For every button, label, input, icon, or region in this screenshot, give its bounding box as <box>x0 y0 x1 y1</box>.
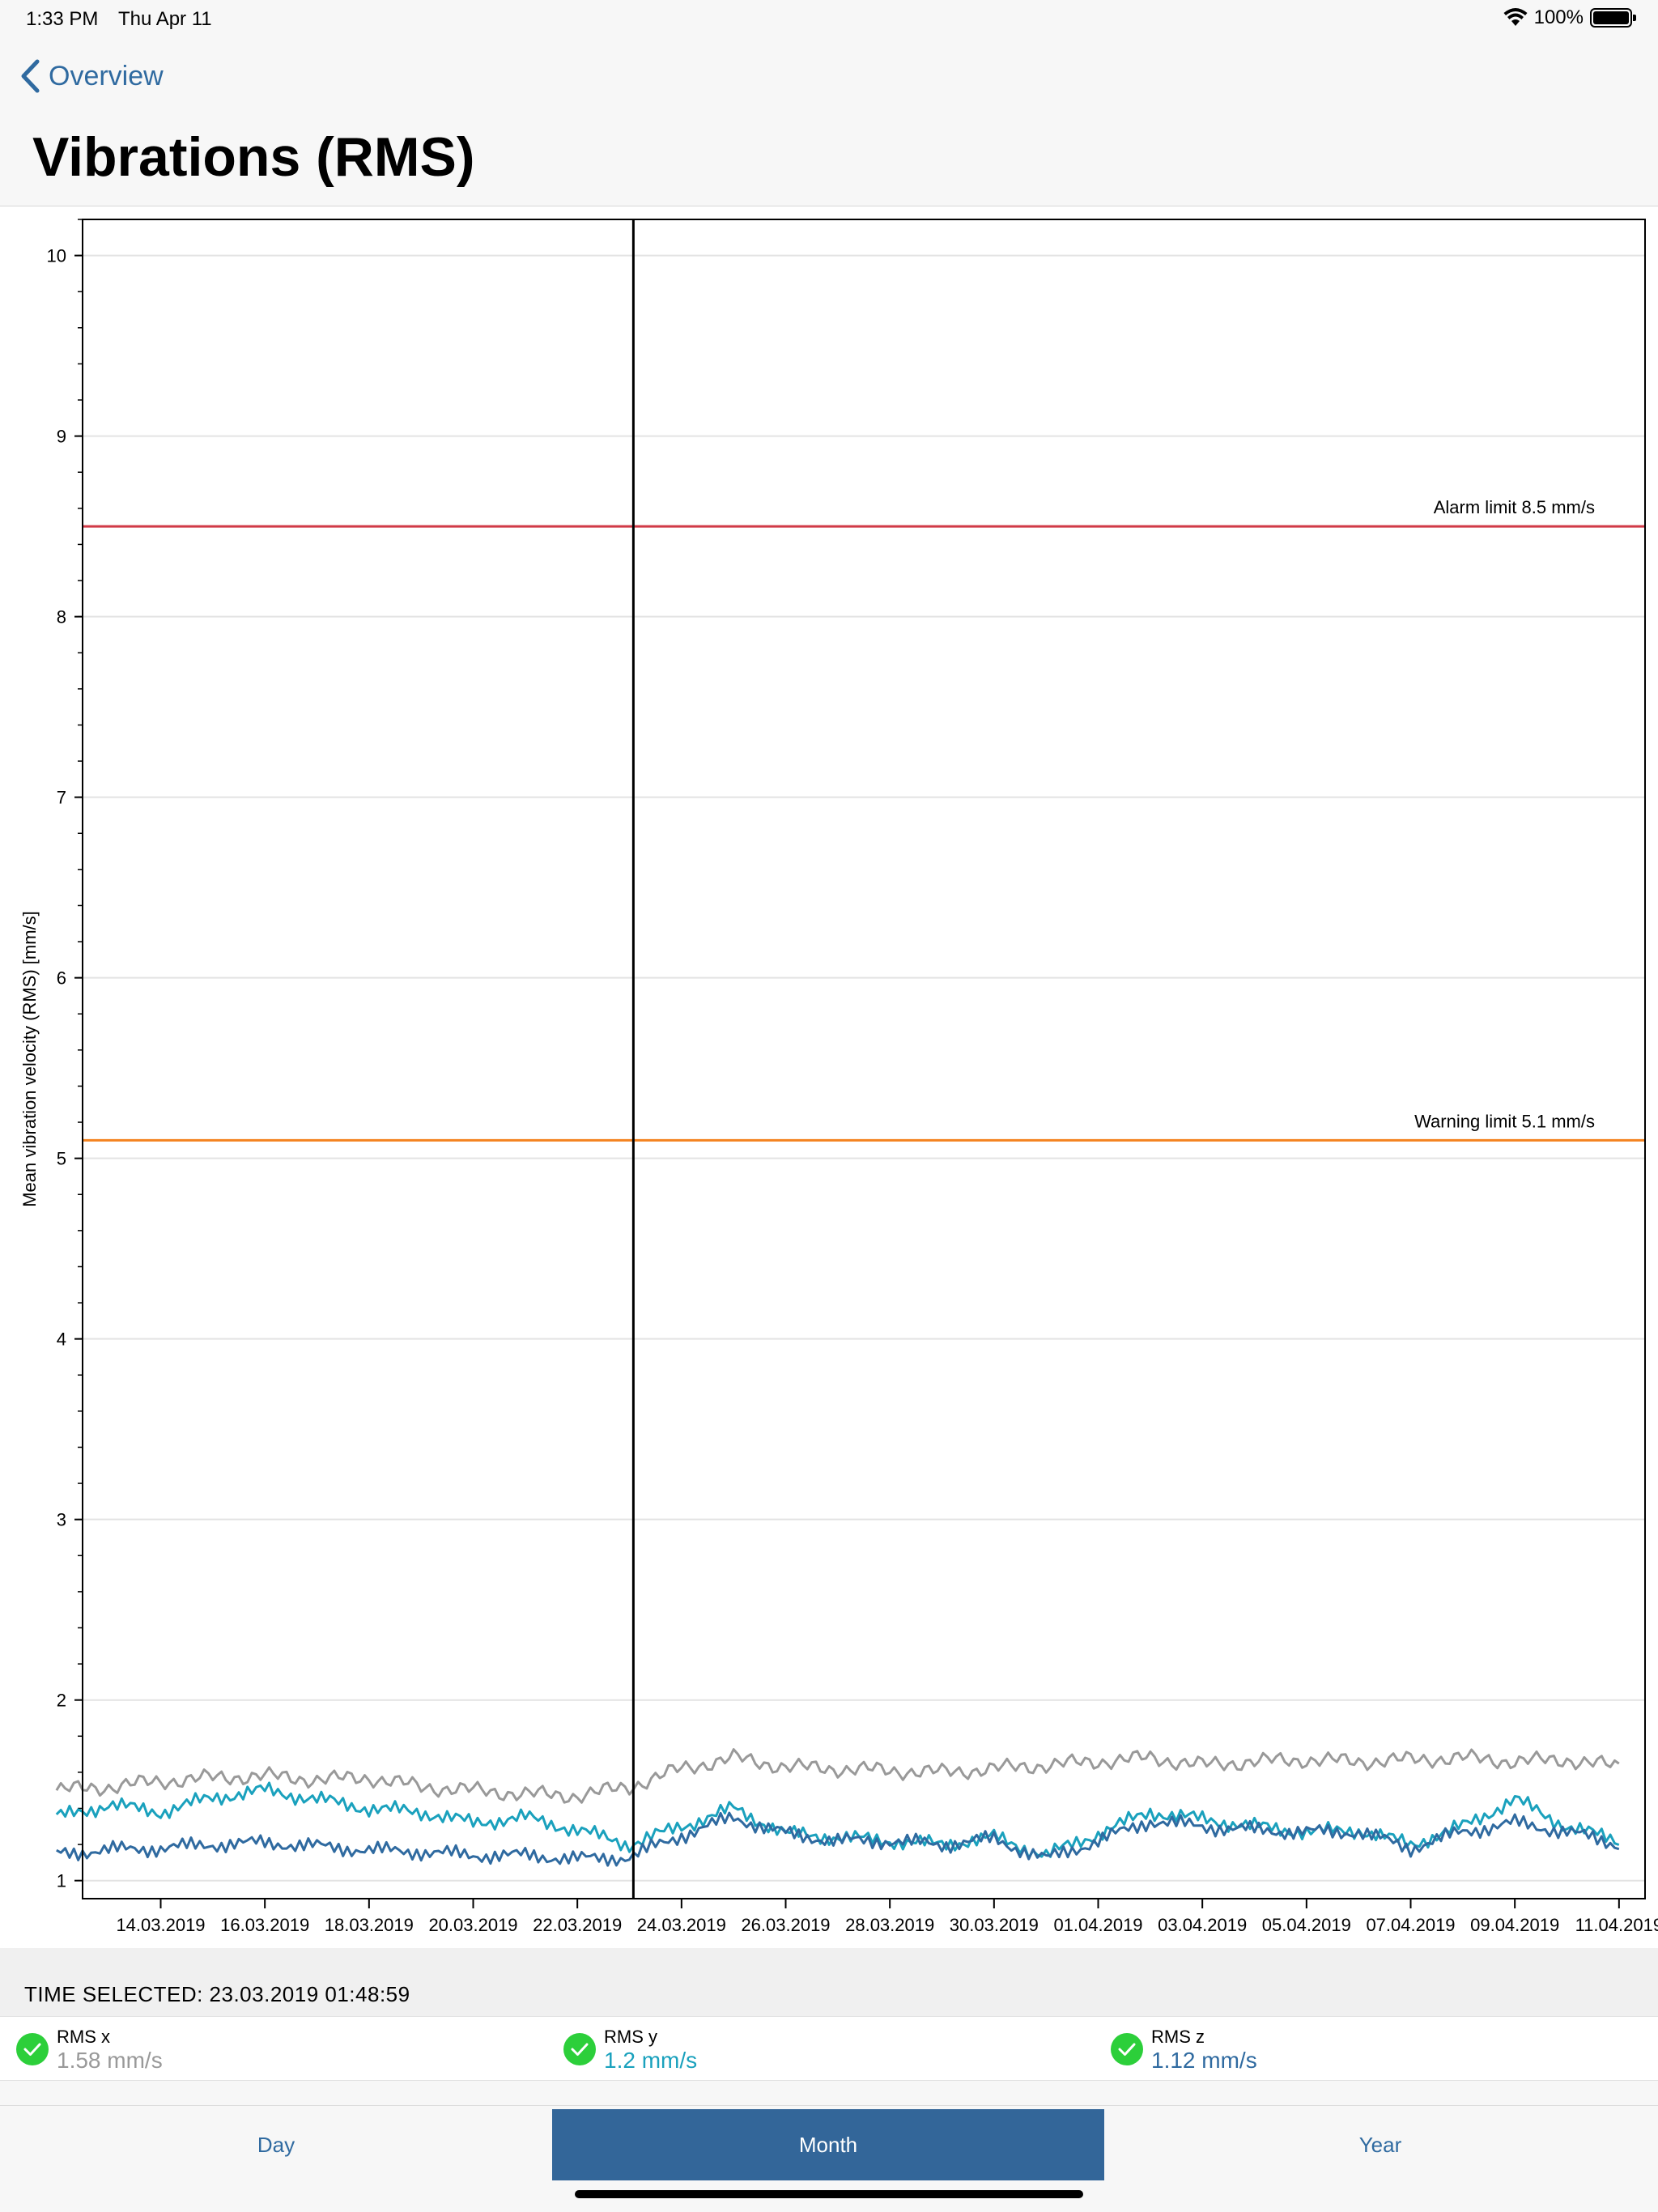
status-bar: 1:33 PM Thu Apr 11 100% <box>0 0 1658 39</box>
x-tick-label: 05.04.2019 <box>1262 1915 1351 1935</box>
channel-name: RMS y <box>604 2027 657 2047</box>
page-title: Vibrations (RMS) <box>32 126 475 188</box>
battery-icon <box>1590 8 1636 28</box>
vibration-chart[interactable]: 1 2 3 4 5 6 7 8 9 10 Mean vibration velocity (RMS)… <box>0 206 1658 1948</box>
plot-frame <box>82 219 1646 1899</box>
wifi-icon <box>1503 8 1528 26</box>
y-tick-label: 2 <box>57 1691 66 1711</box>
y-tick-label: 3 <box>57 1510 66 1530</box>
channel-readouts: RMS x 1.58 mm/s RMS y 1.2 mm/s RMS z 1.1… <box>0 2016 1658 2081</box>
y-tick-label: 10 <box>47 246 66 266</box>
y-tick-label: 9 <box>57 427 66 447</box>
x-tick-label: 03.04.2019 <box>1158 1915 1247 1935</box>
y-tick-label: 4 <box>57 1329 66 1350</box>
x-tick-label: 28.03.2019 <box>845 1915 934 1935</box>
y-tick-label: 7 <box>57 788 66 808</box>
x-tick-label: 11.04.2019 <box>1575 1915 1658 1935</box>
y-tick-label: 8 <box>57 607 66 627</box>
check-icon <box>563 2033 596 2065</box>
tab-day[interactable]: Day <box>257 2132 295 2157</box>
x-tick-label: 20.03.2019 <box>428 1915 517 1935</box>
x-tick-label: 22.03.2019 <box>533 1915 622 1935</box>
threshold-label: Alarm limit 8.5 mm/s <box>1434 497 1595 517</box>
check-icon <box>16 2033 49 2065</box>
channel-value: 1.58 mm/s <box>57 2048 163 2073</box>
channel-rms-y: RMS y 1.2 mm/s <box>547 2017 1082 2082</box>
series-line-rms-x <box>55 1748 1620 1804</box>
channel-value: 1.12 mm/s <box>1151 2048 1257 2073</box>
x-tick-label: 30.03.2019 <box>950 1915 1039 1935</box>
channel-name: RMS x <box>57 2027 110 2047</box>
y-tick-label: 1 <box>57 1871 66 1891</box>
chart-canvas[interactable]: 1 2 3 4 5 6 7 8 9 10 Mean vibration velocity (RMS)… <box>0 206 1658 1949</box>
channel-value: 1.2 mm/s <box>604 2048 698 2073</box>
chevron-left-icon <box>21 59 40 93</box>
x-tick-label: 01.04.2019 <box>1053 1915 1142 1935</box>
y-axis-label: Mean vibration velocity (RMS) [mm/s] <box>19 911 40 1207</box>
x-tick-label: 26.03.2019 <box>741 1915 830 1935</box>
channel-rms-x: RMS x 1.58 mm/s <box>0 2017 534 2082</box>
battery-percent: 100% <box>1533 6 1584 28</box>
channel-rms-z: RMS z 1.12 mm/s <box>1095 2017 1629 2082</box>
info-strip <box>0 1948 1658 2016</box>
x-tick-label: 24.03.2019 <box>637 1915 726 1935</box>
back-label: Overview <box>49 60 164 91</box>
x-tick-label: 09.04.2019 <box>1470 1915 1559 1935</box>
status-indicators: 100% <box>1503 6 1636 29</box>
back-button[interactable]: Overview <box>19 58 164 94</box>
tab-month[interactable]: Month <box>552 2109 1104 2180</box>
status-time: 1:33 PM <box>26 8 99 30</box>
tab-year[interactable]: Year <box>1358 2132 1402 2157</box>
time-selected-label: TIME SELECTED: 23.03.2019 01:48:59 <box>24 1982 410 2006</box>
x-tick-label: 16.03.2019 <box>220 1915 309 1935</box>
series-line-rms-z <box>56 1811 1620 1867</box>
threshold-label: Warning limit 5.1 mm/s <box>1414 1111 1595 1131</box>
y-tick-label: 5 <box>57 1149 66 1169</box>
channel-name: RMS z <box>1151 2027 1205 2047</box>
y-tick-label: 6 <box>57 968 66 989</box>
x-tick-label: 14.03.2019 <box>116 1915 205 1935</box>
home-indicator[interactable] <box>575 2190 1083 2198</box>
x-tick-label: 07.04.2019 <box>1366 1915 1455 1935</box>
x-tick-label: 18.03.2019 <box>325 1915 414 1935</box>
check-icon <box>1111 2033 1143 2065</box>
status-date: Thu Apr 11 <box>118 8 212 30</box>
